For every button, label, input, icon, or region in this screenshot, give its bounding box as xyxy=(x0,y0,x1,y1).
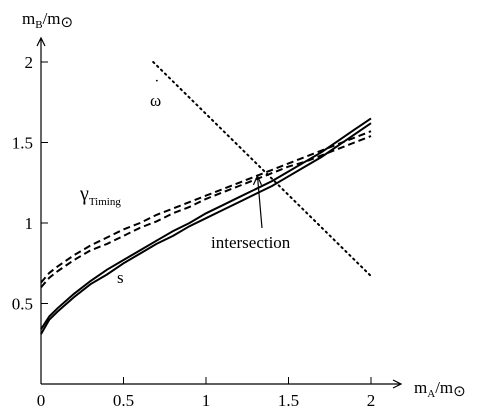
series-gamma-label: γTiming xyxy=(79,183,121,208)
series-gamma-lower-line xyxy=(40,135,372,289)
y-axis-arrow xyxy=(36,36,46,47)
labels: mB/m⊙ mA/m⊙ s γTiming ω˙ intersection xyxy=(22,9,466,400)
series-omegadot-accent: ˙ xyxy=(154,76,160,95)
x-tick-label: 2 xyxy=(367,391,376,410)
y-tick-label: 1 xyxy=(25,214,34,233)
x-tick-label: 0 xyxy=(37,391,46,410)
y-tick-label: 2 xyxy=(25,53,34,72)
x-tick-label: 0.5 xyxy=(113,391,134,410)
y-tick-label: 0.5 xyxy=(12,295,33,314)
intersection-label: intersection xyxy=(211,233,291,252)
axes xyxy=(36,36,403,389)
y-tick-label: 1.5 xyxy=(12,134,33,153)
intersection-arrow-head xyxy=(252,174,262,186)
series-layer xyxy=(40,61,372,335)
series-omegadot-label: ω xyxy=(150,91,161,110)
series-s-lower-line xyxy=(40,122,372,335)
x-tick-label: 1.5 xyxy=(278,391,299,410)
series-s-label: s xyxy=(117,268,124,287)
x-axis-arrow xyxy=(392,379,403,389)
x-tick-label: 1 xyxy=(202,391,211,410)
series-omegadot-line xyxy=(152,61,372,278)
series-gamma-upper-line xyxy=(40,130,372,284)
ticks: 0 0.5 1 1.5 2 0.5 1 1.5 2 xyxy=(12,53,376,410)
intersection-arrow-shaft xyxy=(256,175,263,229)
series-s-upper-line xyxy=(40,117,372,330)
y-axis-label: mB/m⊙ xyxy=(22,9,73,31)
x-axis-label: mA/m⊙ xyxy=(414,378,466,400)
